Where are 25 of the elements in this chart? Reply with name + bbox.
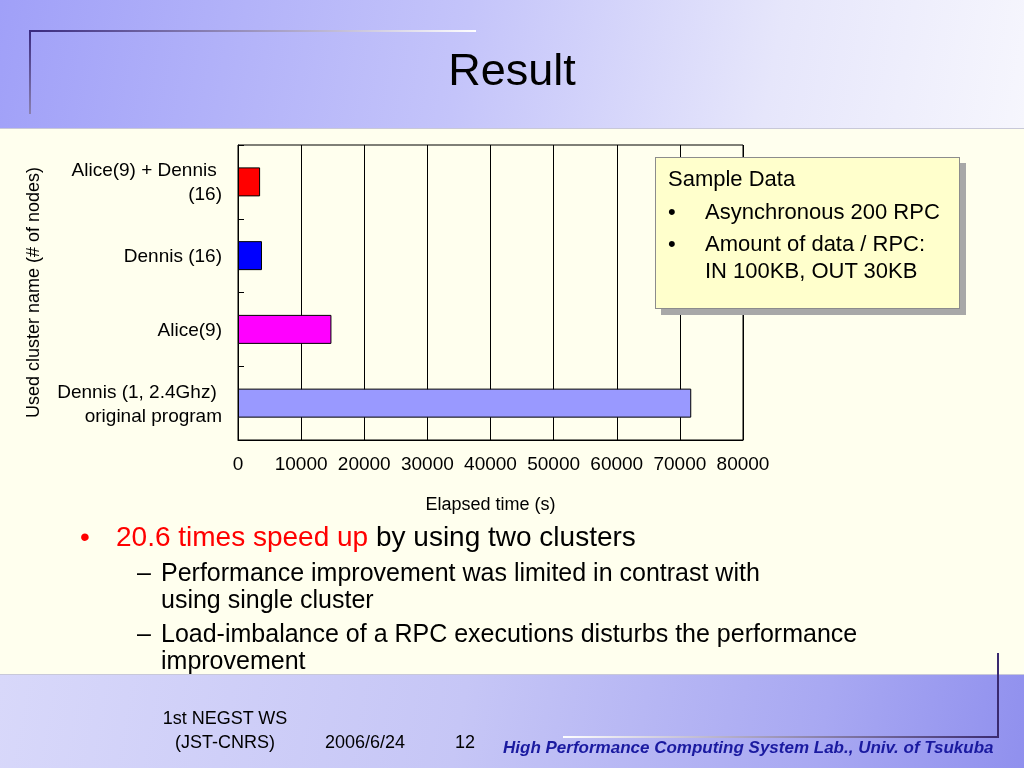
text: 1st NEGST WS (JST-CNRS) (161, 707, 289, 754)
y-axis-title: Used cluster name (# of nodes) (23, 166, 43, 419)
y-tick-label: Dennis (1, 2.4Ghz) original program (57, 380, 222, 426)
y-tick-label: Dennis (16) (123, 245, 222, 267)
text: 12 (455, 731, 476, 754)
text: – Performance improvement was limited in contrast with using single cluster (137, 558, 760, 613)
x-tick-label: 10000 (274, 453, 328, 474)
x-tick-label: 30000 (400, 453, 454, 474)
text: • 20.6 times speed up (80, 520, 369, 554)
text: High Performance Computing System Lab., Univ. of Tsukuba (503, 738, 994, 758)
x-tick-label: 40000 (464, 453, 517, 474)
y-tick-label: Alice(9) (157, 318, 222, 340)
x-tick-label: 50000 (527, 453, 581, 474)
x-tick-label: 20000 (337, 453, 391, 474)
x-tick-label: 60000 (590, 453, 644, 474)
text: 2006/6/24 (325, 731, 406, 754)
y-tick-label: Alice(9) + Dennis (16) (71, 159, 222, 205)
text: by using two clusters (375, 521, 636, 552)
x-tick-label: 80000 (716, 453, 770, 474)
chart-title: Result (448, 44, 577, 95)
x-axis-title: Elapsed time (s) (425, 494, 556, 514)
x-tick-label: 70000 (653, 453, 707, 474)
annotation: Sample Data (668, 165, 796, 192)
x-tick-label: 0 (232, 453, 244, 474)
text: – Load-imbalance of a RPC executions disturbs the performance improvement (137, 619, 858, 674)
